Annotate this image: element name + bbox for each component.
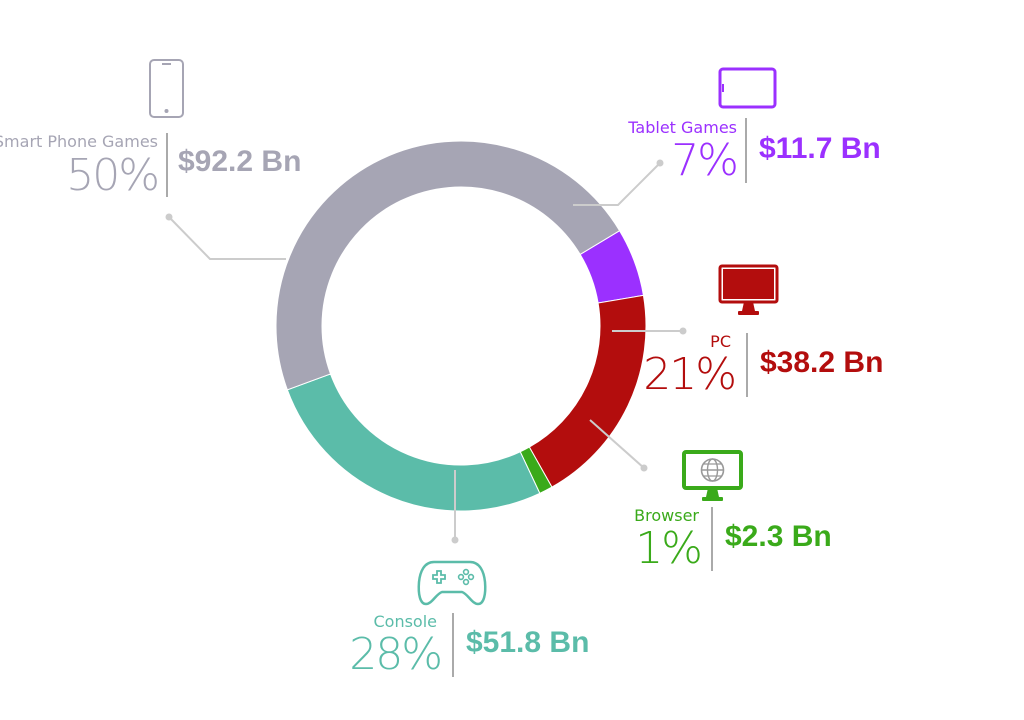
tablet-divider bbox=[745, 118, 747, 183]
tablet-percent: 7% bbox=[671, 135, 739, 186]
leader-line-browser bbox=[589, 419, 645, 469]
smartphone-label: Smart Phone Games bbox=[0, 132, 158, 151]
gamepad-icon bbox=[416, 558, 488, 613]
browser-divider bbox=[711, 507, 713, 571]
monitor-icon bbox=[718, 264, 780, 323]
console-label: Console bbox=[373, 612, 437, 631]
browser-value: $2.3 Bn bbox=[725, 520, 832, 553]
console-value: $51.8 Bn bbox=[466, 626, 590, 659]
leader-dot-pc bbox=[679, 327, 687, 335]
leader-dot-tablet bbox=[656, 159, 664, 167]
pc-divider bbox=[746, 333, 748, 397]
leader-line-smartphone bbox=[168, 216, 286, 260]
browser-percent: 1% bbox=[635, 523, 703, 574]
leader-dot-console bbox=[451, 536, 459, 544]
console-divider bbox=[452, 613, 454, 677]
tablet-icon bbox=[718, 66, 778, 115]
pc-percent: 21% bbox=[643, 349, 737, 400]
smartphone-value: $92.2 Bn bbox=[178, 145, 302, 178]
smartphone-icon bbox=[148, 58, 186, 125]
leader-dot-browser bbox=[640, 464, 648, 472]
leader-line-tablet bbox=[573, 162, 661, 206]
smartphone-percent: 50% bbox=[66, 150, 160, 201]
pc-label: PC bbox=[710, 332, 731, 351]
leader-dot-smartphone bbox=[165, 213, 173, 221]
pc-value: $38.2 Bn bbox=[760, 346, 884, 379]
donut-slice-pc bbox=[528, 294, 647, 488]
globe-monitor-icon bbox=[682, 450, 744, 509]
browser-label: Browser bbox=[634, 506, 699, 525]
donut-slice-smartphone bbox=[275, 140, 621, 391]
tablet-label: Tablet Games bbox=[628, 118, 737, 137]
donut-slice-console bbox=[286, 373, 541, 512]
console-percent: 28% bbox=[349, 629, 443, 680]
smartphone-divider bbox=[166, 133, 168, 197]
tablet-value: $11.7 Bn bbox=[759, 132, 881, 165]
